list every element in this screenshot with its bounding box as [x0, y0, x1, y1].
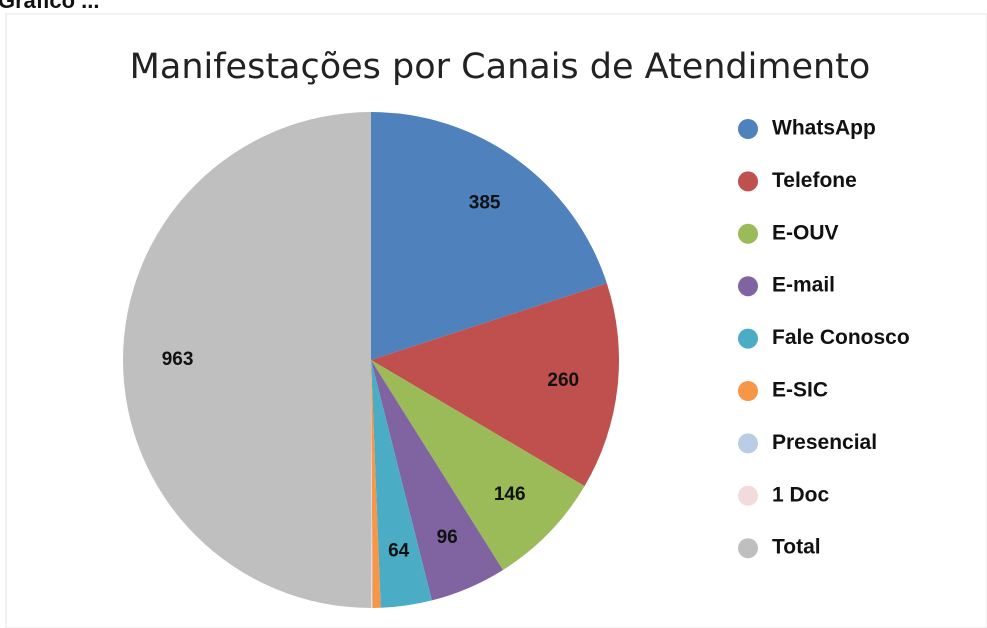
legend-label: E-SIC: [772, 379, 828, 402]
legend-label: E-mail: [772, 274, 835, 297]
pie-slice: [371, 360, 432, 608]
pie-slice: [371, 360, 503, 601]
chart-title: Manifestações por Canais de Atendimento: [130, 47, 871, 87]
legend-marker: [738, 433, 758, 454]
legend-label: Total: [772, 536, 821, 559]
pie-slice: [123, 112, 371, 608]
pie-slice: [371, 112, 607, 360]
legend-label: Presencial: [772, 431, 877, 454]
legend-marker: [738, 538, 758, 559]
caption: Gráfico ...: [0, 0, 99, 13]
data-label: 963: [162, 349, 194, 370]
legend-label: Fale Conosco: [772, 326, 910, 349]
legend-marker: [738, 328, 758, 349]
pie-slice: [371, 360, 372, 608]
legend-marker: [738, 119, 758, 139]
data-label: 146: [494, 484, 526, 505]
legend-marker: [738, 276, 758, 297]
pie-slice: [371, 360, 381, 608]
legend-label: 1 Doc: [772, 483, 830, 506]
data-label: 260: [547, 370, 579, 391]
pie-slice: [371, 283, 619, 487]
legend-label: WhatsApp: [772, 117, 876, 140]
legend-label: Telefone: [772, 169, 857, 192]
data-label: 385: [469, 192, 501, 213]
legend-label: E-OUV: [772, 221, 839, 244]
data-label: 64: [388, 540, 410, 561]
data-label: 96: [437, 527, 458, 548]
legend-marker: [738, 485, 758, 506]
pie-slice: [371, 360, 585, 570]
legend-marker: [738, 381, 758, 401]
legend-marker: [738, 171, 758, 192]
pie-slice: [371, 360, 373, 608]
legend-marker: [738, 223, 758, 244]
